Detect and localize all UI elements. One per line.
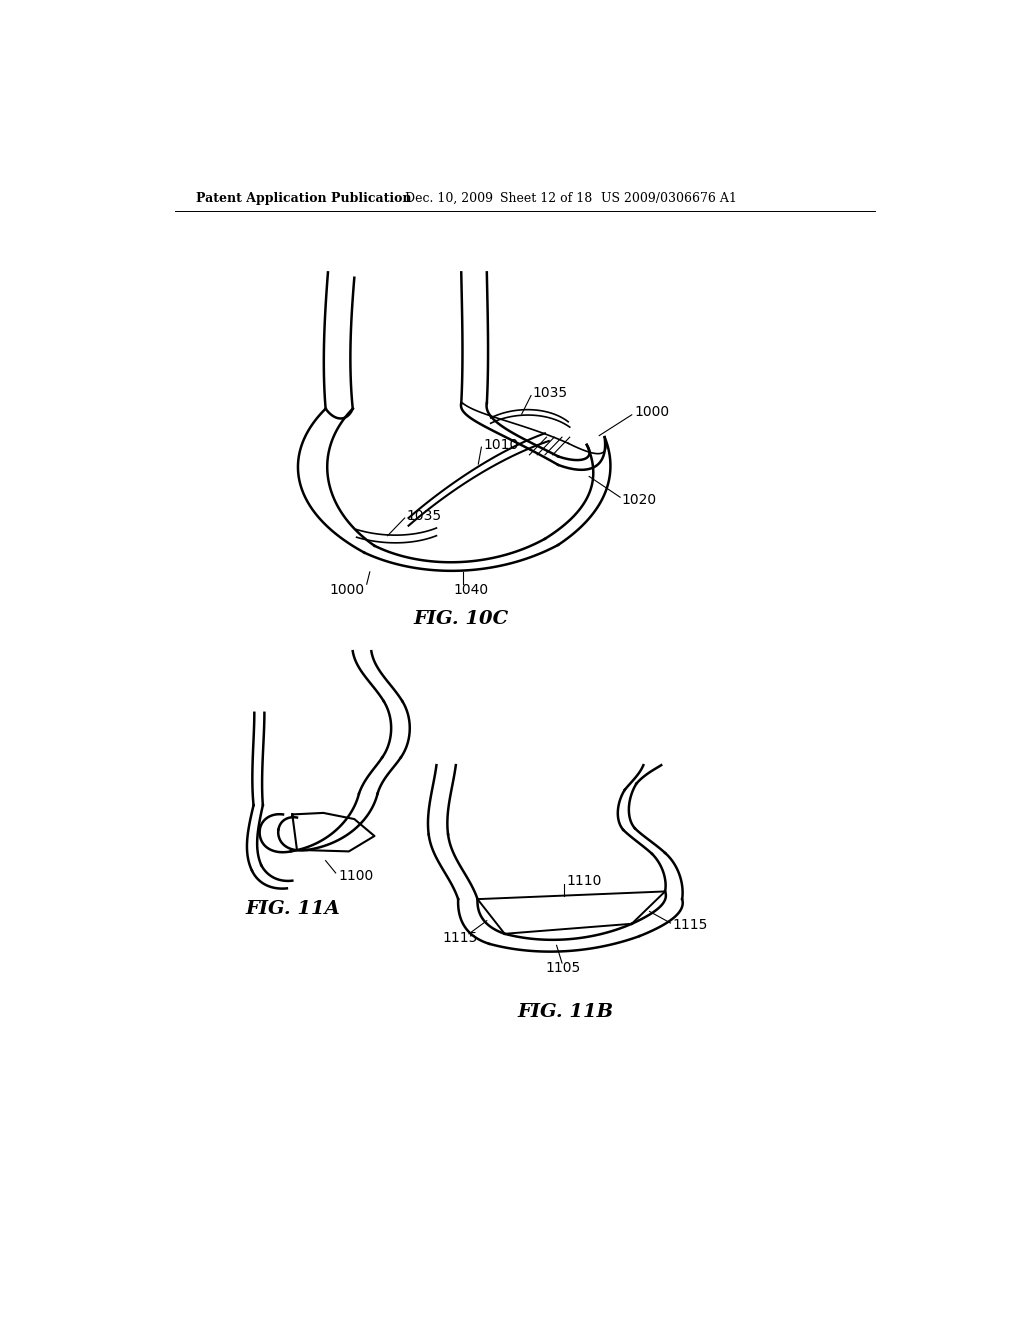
Text: 1035: 1035: [407, 508, 441, 523]
Text: Dec. 10, 2009: Dec. 10, 2009: [406, 191, 494, 205]
Text: Sheet 12 of 18: Sheet 12 of 18: [500, 191, 592, 205]
Text: 1020: 1020: [622, 492, 656, 507]
Text: FIG. 11B: FIG. 11B: [518, 1003, 614, 1020]
Text: 1100: 1100: [339, 869, 374, 883]
Text: 1115: 1115: [442, 931, 478, 945]
Text: 1035: 1035: [532, 387, 567, 400]
Text: US 2009/0306676 A1: US 2009/0306676 A1: [601, 191, 736, 205]
Text: 1040: 1040: [453, 582, 488, 597]
Text: 1000: 1000: [329, 582, 365, 597]
Text: Patent Application Publication: Patent Application Publication: [197, 191, 412, 205]
Text: 1105: 1105: [545, 961, 581, 975]
Text: 1000: 1000: [634, 405, 670, 420]
Text: 1110: 1110: [566, 874, 602, 888]
Text: 1115: 1115: [672, 917, 708, 932]
Text: FIG. 11A: FIG. 11A: [246, 900, 341, 919]
Text: 1010: 1010: [483, 438, 518, 451]
Text: FIG. 10C: FIG. 10C: [414, 610, 509, 628]
